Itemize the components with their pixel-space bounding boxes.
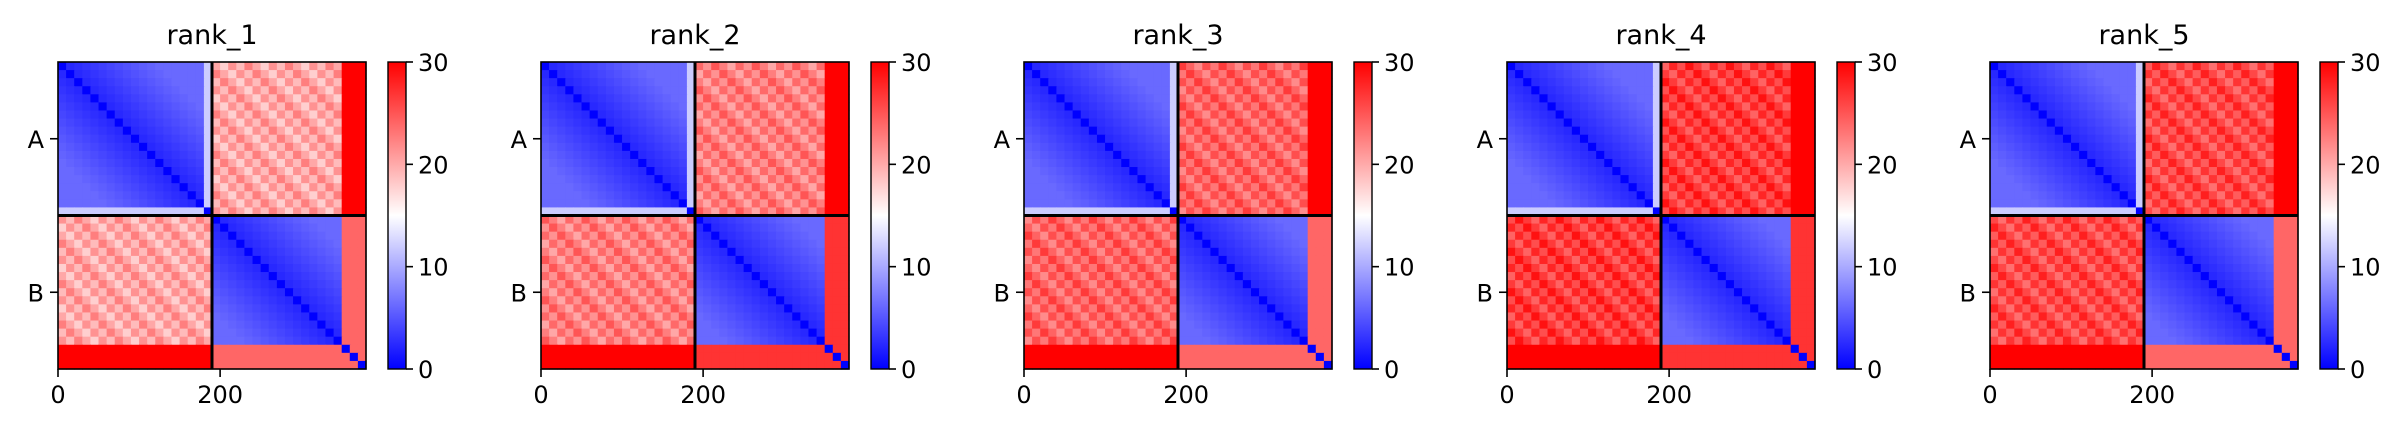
heatmap-cells	[1990, 62, 2299, 370]
heatmap-cells	[1507, 62, 1816, 370]
colorbar-tick-label: 20	[901, 151, 932, 179]
panel-title: rank_2	[649, 20, 740, 51]
colorbar-tick-label: 0	[418, 356, 433, 384]
colorbar-tick-label: 30	[1384, 49, 1415, 77]
heatmap-panel-3: rank_3 A B 0 200 0 10 20 30	[994, 20, 1415, 409]
colorbar-gradient	[1353, 61, 1373, 370]
colorbar-tick-label: 0	[901, 356, 916, 384]
colorbar-gradient	[1836, 61, 1856, 370]
x-tick-label: 0	[50, 381, 65, 409]
x-tick-label: 200	[1163, 381, 1209, 409]
colorbar-gradient	[870, 61, 890, 370]
colorbar: 0 10 20 30	[2319, 49, 2381, 384]
heatmap-cells	[541, 62, 850, 370]
chain-label-a: A	[1960, 126, 1977, 154]
colorbar: 0 10 20 30	[1836, 49, 1898, 384]
chain-label-a: A	[994, 126, 1011, 154]
colorbar-tick-label: 10	[901, 254, 932, 282]
x-tick-label: 200	[680, 381, 726, 409]
panel-title: rank_4	[1615, 20, 1706, 51]
colorbar-tick-label: 10	[1384, 254, 1415, 282]
chain-label-b: B	[1477, 279, 1493, 307]
chain-label-a: A	[1477, 126, 1494, 154]
plot-frame	[1023, 61, 1333, 370]
x-tick-label: 0	[533, 381, 548, 409]
chain-label-b: B	[1960, 279, 1976, 307]
heatmap-panel-1: rank_1 A B 0 200 0 10 20 30	[28, 20, 449, 409]
x-tick-label: 0	[1982, 381, 1997, 409]
heatmap-cells	[1024, 62, 1333, 370]
chain-label-a: A	[511, 126, 528, 154]
colorbar-tick-label: 10	[2350, 254, 2381, 282]
colorbar-gradient	[387, 61, 407, 370]
colorbar-tick-label: 30	[901, 49, 932, 77]
x-tick-label: 200	[2129, 381, 2175, 409]
chain-label-b: B	[511, 279, 527, 307]
plot-frame	[57, 61, 367, 370]
colorbar-tick-label: 30	[418, 49, 449, 77]
plot-frame	[1506, 61, 1816, 370]
heatmap-panel-5: rank_5 A B 0 200 0 10 20 30	[1960, 20, 2381, 409]
colorbar: 0 10 20 30	[1353, 49, 1415, 384]
x-tick-label: 0	[1016, 381, 1031, 409]
panel-title: rank_1	[166, 20, 257, 51]
heatmap-panel-2: rank_2 A B 0 200 0 10 20 30	[511, 20, 932, 409]
colorbar-tick-label: 30	[2350, 49, 2381, 77]
chain-label-b: B	[994, 279, 1010, 307]
panel-title: rank_3	[1132, 20, 1223, 51]
plot-frame	[1989, 61, 2299, 370]
colorbar-tick-label: 20	[1867, 151, 1898, 179]
colorbar-tick-label: 10	[1867, 254, 1898, 282]
heatmap-panel-4: rank_4 A B 0 200 0 10 20 30	[1477, 20, 1898, 409]
x-tick-label: 200	[197, 381, 243, 409]
colorbar-tick-label: 0	[1867, 356, 1882, 384]
chain-label-a: A	[28, 126, 45, 154]
colorbar: 0 10 20 30	[387, 49, 449, 384]
colorbar-tick-label: 20	[1384, 151, 1415, 179]
colorbar-gradient	[2319, 61, 2339, 370]
colorbar-tick-label: 0	[1384, 356, 1399, 384]
heatmap-cells	[58, 62, 367, 370]
colorbar-tick-label: 10	[418, 254, 449, 282]
colorbar-tick-label: 20	[2350, 151, 2381, 179]
x-tick-label: 0	[1499, 381, 1514, 409]
colorbar-tick-label: 30	[1867, 49, 1898, 77]
colorbar-tick-label: 0	[2350, 356, 2365, 384]
x-tick-label: 200	[1646, 381, 1692, 409]
plot-frame	[540, 61, 850, 370]
panel-title: rank_5	[2098, 20, 2189, 51]
colorbar: 0 10 20 30	[870, 49, 932, 384]
colorbar-tick-label: 20	[418, 151, 449, 179]
chain-label-b: B	[28, 279, 44, 307]
